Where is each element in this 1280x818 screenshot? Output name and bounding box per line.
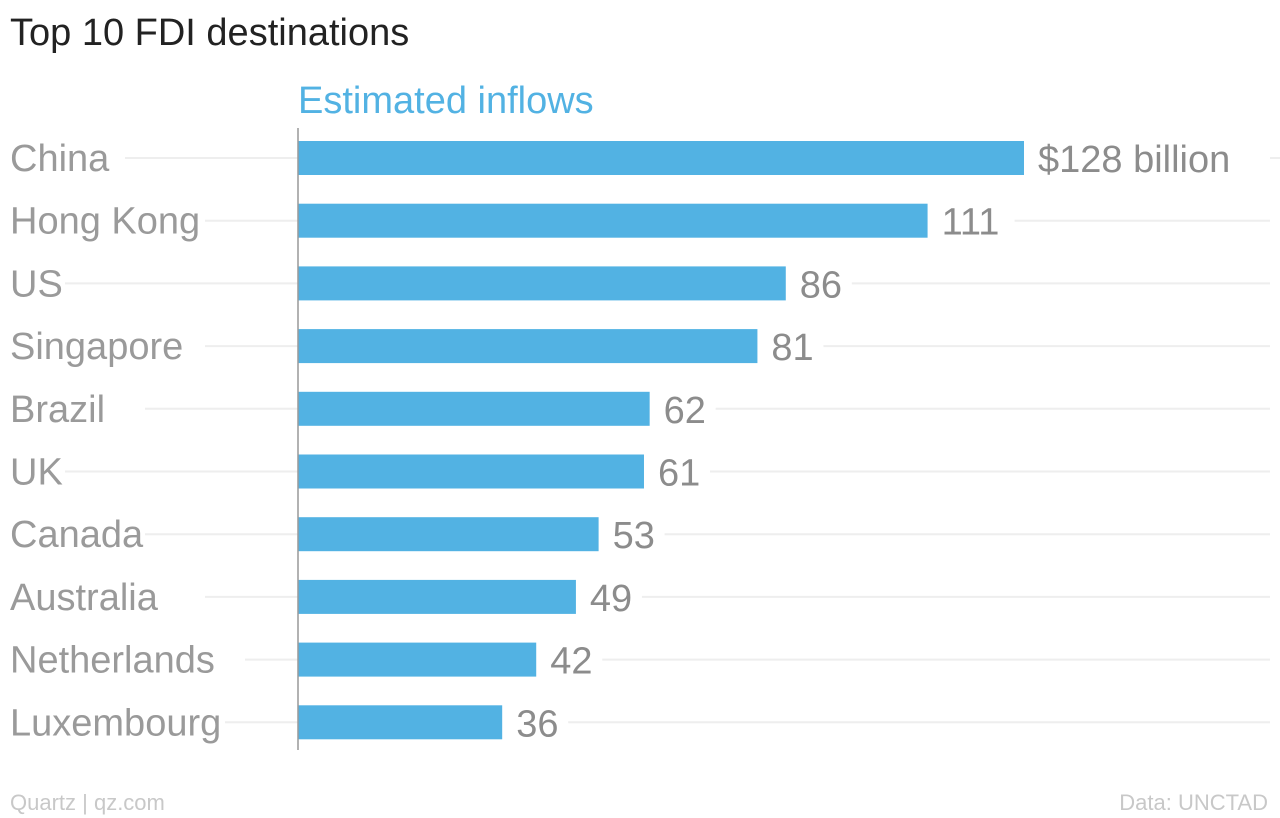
bar xyxy=(298,705,503,740)
bar xyxy=(298,454,644,489)
category-label: Luxembourg xyxy=(10,702,221,744)
value-label: $128 billion xyxy=(1038,139,1230,181)
series-label: Estimated inflows xyxy=(298,80,594,122)
bar xyxy=(298,517,599,552)
value-label: 62 xyxy=(664,390,706,432)
bar xyxy=(298,141,1024,175)
category-label: Hong Kong xyxy=(10,201,200,243)
bars xyxy=(298,141,1024,740)
value-label: 81 xyxy=(771,327,813,369)
bar xyxy=(298,329,758,364)
category-label: US xyxy=(10,263,63,305)
chart-title: Top 10 FDI destinations xyxy=(10,12,410,54)
category-label: Australia xyxy=(10,577,159,619)
category-label: UK xyxy=(10,452,63,494)
category-label: Canada xyxy=(10,514,144,556)
value-label: 86 xyxy=(800,264,842,306)
value-label: 49 xyxy=(590,578,632,620)
category-label: China xyxy=(10,138,110,180)
value-label: 36 xyxy=(516,703,558,745)
value-label: 61 xyxy=(658,453,700,495)
bar xyxy=(298,203,928,238)
category-label: Singapore xyxy=(10,326,183,368)
value-label: 42 xyxy=(550,641,592,683)
gridlines xyxy=(65,157,1280,724)
data-source: Data: UNCTAD xyxy=(1119,790,1268,815)
bar xyxy=(298,579,576,614)
value-label: 53 xyxy=(613,515,655,557)
source-credit: Quartz | qz.com xyxy=(10,790,165,815)
bar xyxy=(298,642,537,677)
value-label: 111 xyxy=(942,202,1000,244)
bar xyxy=(298,391,650,426)
category-label: Brazil xyxy=(10,389,105,431)
category-labels: China Hong Kong US Singapore Brazil UK Canada A… xyxy=(10,138,221,744)
category-label: Netherlands xyxy=(10,640,215,682)
bar xyxy=(298,266,786,301)
